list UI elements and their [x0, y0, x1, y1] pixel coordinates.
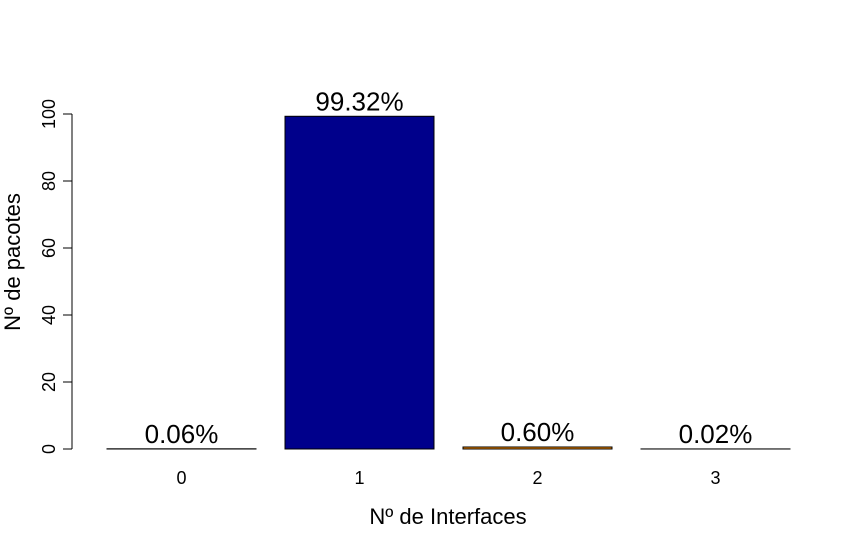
- data-label: 99.32%: [315, 86, 403, 116]
- x-axis-ticks: 0 1 2 3: [176, 468, 720, 488]
- bars: [106, 115, 791, 450]
- y-axis-title: Nº de pacotes: [0, 193, 25, 331]
- y-tick-label: 100: [39, 99, 59, 129]
- data-label: 0.02%: [679, 419, 753, 449]
- y-tick-label: 40: [39, 305, 59, 325]
- y-tick-label: 80: [39, 171, 59, 191]
- y-tick-label: 20: [39, 372, 59, 392]
- x-tick-label: 3: [710, 468, 720, 488]
- x-tick-label: 1: [354, 468, 364, 488]
- y-tick-label: 60: [39, 238, 59, 258]
- bar: [462, 446, 613, 450]
- x-tick-label: 0: [176, 468, 186, 488]
- data-labels: 0.06% 99.32% 0.60% 0.02%: [145, 86, 753, 449]
- data-label: 0.60%: [501, 417, 575, 447]
- x-tick-label: 2: [532, 468, 542, 488]
- y-tick-label: 0: [39, 444, 59, 454]
- x-axis-title: Nº de Interfaces: [369, 504, 526, 529]
- data-label: 0.06%: [145, 419, 219, 449]
- y-axis: 0 20 40 60 80 100: [39, 99, 73, 454]
- bar: [284, 115, 435, 450]
